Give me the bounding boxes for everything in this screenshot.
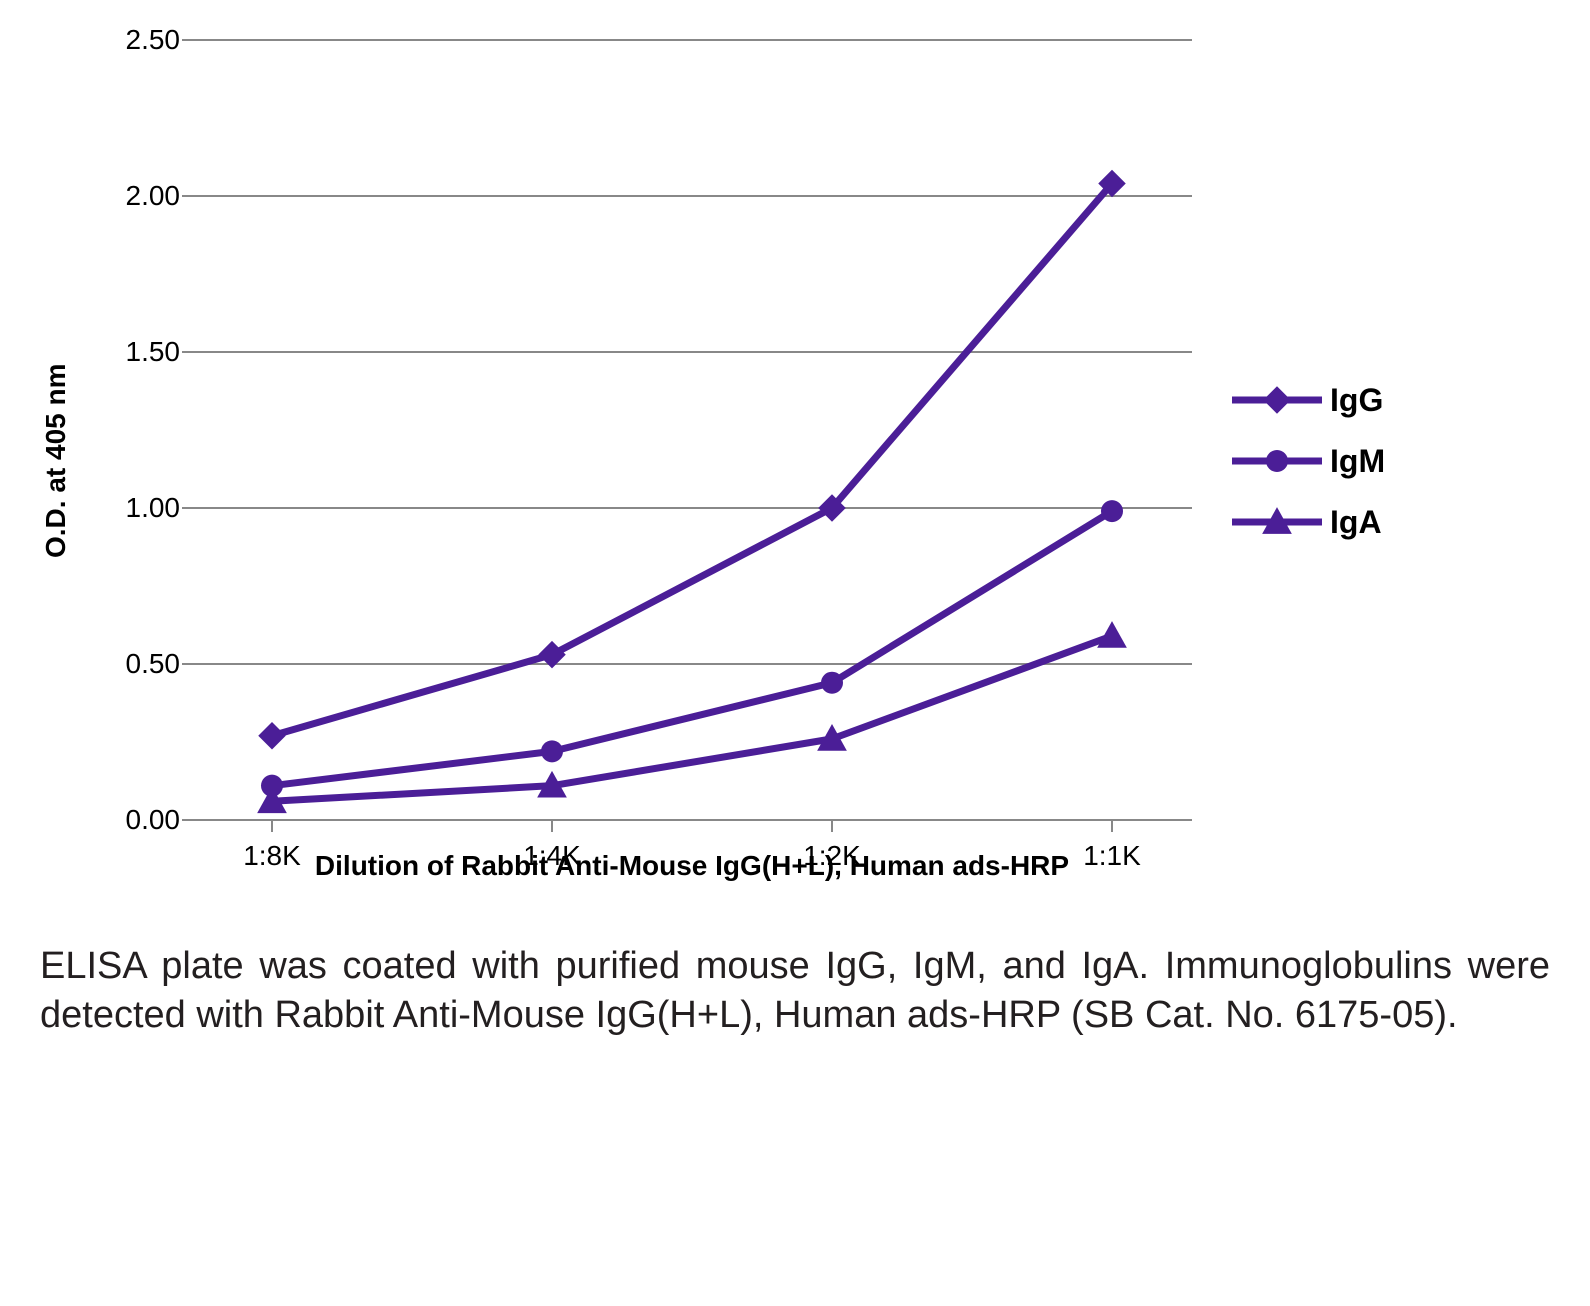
legend-item-iga: IgA	[1232, 504, 1385, 541]
legend-swatch	[1232, 507, 1322, 537]
legend-item-igg: IgG	[1232, 382, 1385, 419]
legend-swatch	[1232, 446, 1322, 476]
legend: IgG IgM IgA	[1232, 382, 1385, 541]
x-tick-label: 1:2K	[803, 820, 861, 872]
y-axis-label: O.D. at 405 nm	[40, 71, 72, 851]
caption: ELISA plate was coated with purified mou…	[40, 942, 1550, 1041]
y-tick-label: 2.00	[126, 180, 193, 212]
legend-swatch	[1232, 385, 1322, 415]
chart-svg	[192, 40, 1192, 820]
legend-label: IgA	[1330, 504, 1382, 541]
chart-area: 0.000.501.001.502.002.501:8K1:4K1:2K1:1K…	[82, 40, 1192, 882]
legend-label: IgM	[1330, 443, 1385, 480]
plot-wrap: 0.000.501.001.502.002.501:8K1:4K1:2K1:1K	[192, 40, 1192, 820]
x-tick-label: 1:4K	[523, 820, 581, 872]
y-tick-label: 2.50	[126, 24, 193, 56]
x-tick-label: 1:8K	[243, 820, 301, 872]
y-tick-label: 0.00	[126, 804, 193, 836]
figure-container: O.D. at 405 nm 0.000.501.001.502.002.501…	[40, 40, 1550, 1041]
y-tick-label: 1.00	[126, 492, 193, 524]
y-tick-label: 0.50	[126, 648, 193, 680]
x-axis-label: Dilution of Rabbit Anti-Mouse IgG(H+L), …	[192, 850, 1192, 882]
chart-row: O.D. at 405 nm 0.000.501.001.502.002.501…	[40, 40, 1550, 882]
y-tick-label: 1.50	[126, 336, 193, 368]
legend-label: IgG	[1330, 382, 1383, 419]
x-tick-label: 1:1K	[1083, 820, 1141, 872]
circle-icon	[1262, 446, 1292, 476]
triangle-icon	[1262, 507, 1292, 537]
legend-item-igm: IgM	[1232, 443, 1385, 480]
diamond-icon	[1262, 385, 1292, 415]
